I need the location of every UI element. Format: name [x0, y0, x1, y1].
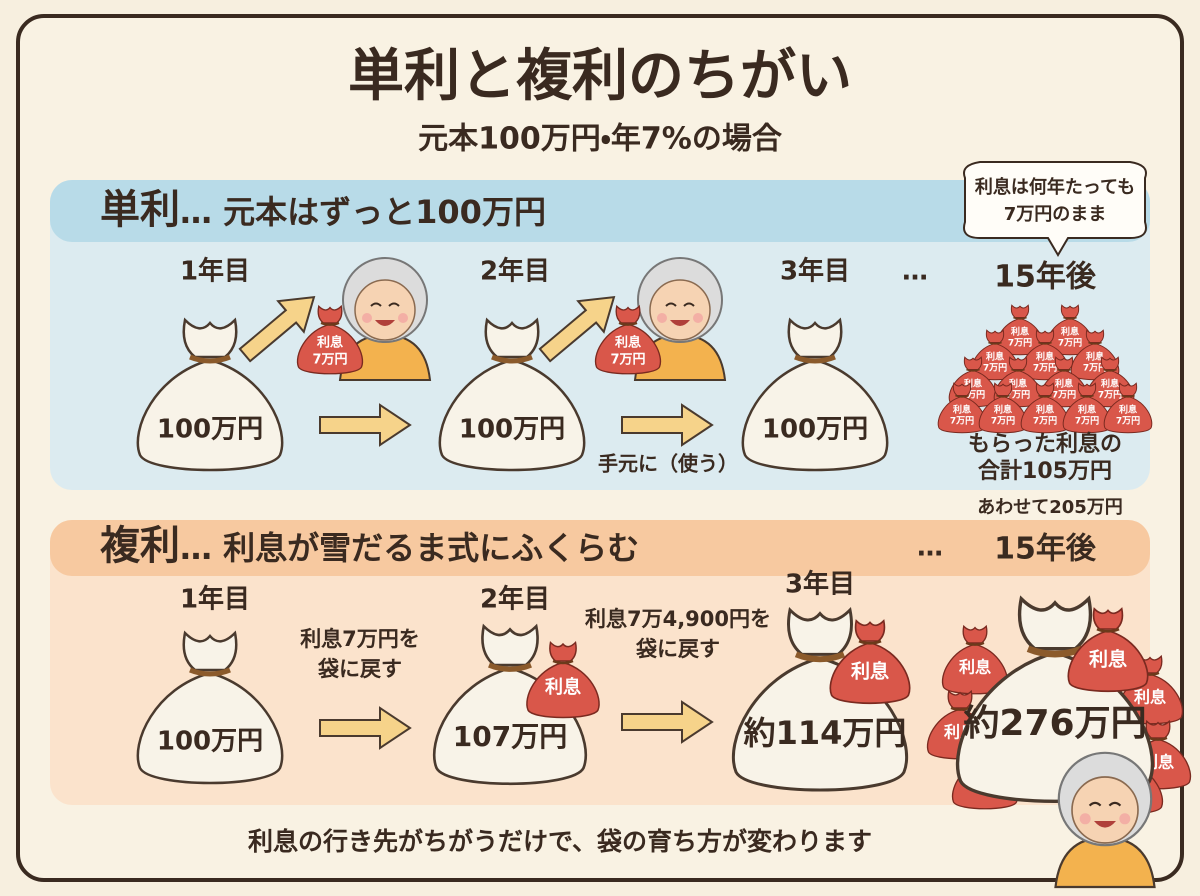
note-text: 袋に戻す [317, 657, 402, 681]
footer: 利息の行き先がちがうだけで、袋の育ち方が変わります [248, 827, 872, 856]
granny [1054, 751, 1156, 889]
note-text: 利息7万円を [300, 627, 420, 651]
interest-bag-text: 7万円 [1098, 390, 1122, 401]
interest-tag: 利息 [959, 658, 991, 677]
year-label: 2年目 [480, 584, 550, 615]
simple-label: 単利 [100, 187, 180, 233]
total-text: 合計105万円 [978, 458, 1112, 484]
interest-bag-text: 7万円 [1033, 416, 1057, 427]
ellipsis: … [917, 533, 943, 563]
bag-amount: 107万円 [453, 720, 567, 753]
interest-bag-text: 利息 [317, 335, 343, 351]
interest-bag-text: 7万円 [312, 353, 347, 368]
note-text: 利息7万4,900円を [585, 607, 771, 631]
bag-amount: 100万円 [459, 415, 565, 445]
year-label: 15年後 [994, 532, 1097, 567]
bag-amount: 約276万円 [963, 703, 1146, 744]
interest-bag-text: 利息 [1077, 404, 1096, 416]
bag-amount: 100万円 [762, 415, 868, 445]
interest-bag-text: 7万円 [1058, 338, 1082, 349]
compound-header [50, 520, 1150, 576]
speech-bubble [963, 161, 1147, 257]
interest-bag-text: 7万円 [1006, 390, 1030, 401]
simple-header [50, 180, 1150, 242]
bag-amount: 100万円 [157, 415, 263, 445]
year-label: 3年目 [785, 569, 855, 600]
interest-bag-text: 利息 [1100, 378, 1119, 390]
year-label: 1年目 [180, 256, 250, 287]
interest-bag-text: 7万円 [1116, 416, 1140, 427]
year-label: 1年目 [180, 584, 250, 615]
interest-bag-text: 7万円 [1008, 338, 1032, 349]
interest-bag-text: 利息 [1010, 326, 1029, 338]
year-label: 2年目 [480, 256, 550, 287]
bag-amount: 約114万円 [744, 714, 907, 752]
year-label: 15年後 [994, 260, 1097, 295]
compound-description: … 利息が雪だるま式にふくらむ [180, 529, 639, 567]
interest-bag-text: 7万円 [1083, 363, 1107, 374]
interest-bag-text: 7万円 [983, 363, 1007, 374]
interest-bag-text: 利息 [1054, 378, 1073, 390]
ellipsis: … [902, 257, 928, 287]
interest-bag-text: 利息 [1085, 351, 1104, 363]
interest-tag: 利息 [545, 676, 581, 698]
interest-bag-text: 利息 [1008, 378, 1027, 390]
interest-tag: 利息 [1134, 688, 1166, 707]
compound-label: 複利 [100, 523, 180, 569]
interest-bag-text: 利息 [952, 404, 971, 416]
interest-tag: 利息 [1089, 648, 1127, 671]
interest-bag-text: 7万円 [991, 416, 1015, 427]
interest-bag-text: 利息 [993, 404, 1012, 416]
simple-description: … 元本はずっと100万円 [180, 193, 546, 231]
interest-bag-text: 利息 [1035, 404, 1054, 416]
interest-bag-text: 利息 [1118, 404, 1137, 416]
combined-text: あわせて205万円 [977, 497, 1123, 518]
interest-bag-text: 7万円 [610, 353, 645, 368]
total-text: もらった利息の [968, 431, 1122, 457]
interest-bag-text: 利息 [1060, 326, 1079, 338]
title: 単利と複利のちがい [348, 44, 852, 109]
bag-amount: 100万円 [157, 727, 263, 757]
use-note: 手元に（使う） [598, 452, 738, 476]
interest-bag-text: 7万円 [961, 390, 985, 401]
interest-bag-text: 7万円 [1033, 363, 1057, 374]
interest-bag-text: 利息 [985, 351, 1004, 363]
note-text: 袋に戻す [635, 637, 720, 661]
interest-bag-text: 7万円 [1052, 390, 1076, 401]
interest-bag-text: 7万円 [1075, 416, 1099, 427]
interest-bag-text: 7万円 [950, 416, 974, 427]
bubble-text: 利息は何年たっても [975, 176, 1135, 198]
interest-pile: 利息7万円利息7万円利息7万円利息7万円利息7万円利息7万円利息7万円利息7万円… [937, 304, 1153, 434]
interest-tag: 利息 [851, 660, 889, 683]
interest-bag-text: 利息 [1035, 351, 1054, 363]
subtitle: 元本100万円・年7%の場合 [418, 122, 783, 157]
year-label: 3年目 [780, 256, 850, 287]
bubble-text: 7万円のまま [1004, 204, 1107, 225]
interest-bag-text: 利息 [615, 335, 641, 351]
